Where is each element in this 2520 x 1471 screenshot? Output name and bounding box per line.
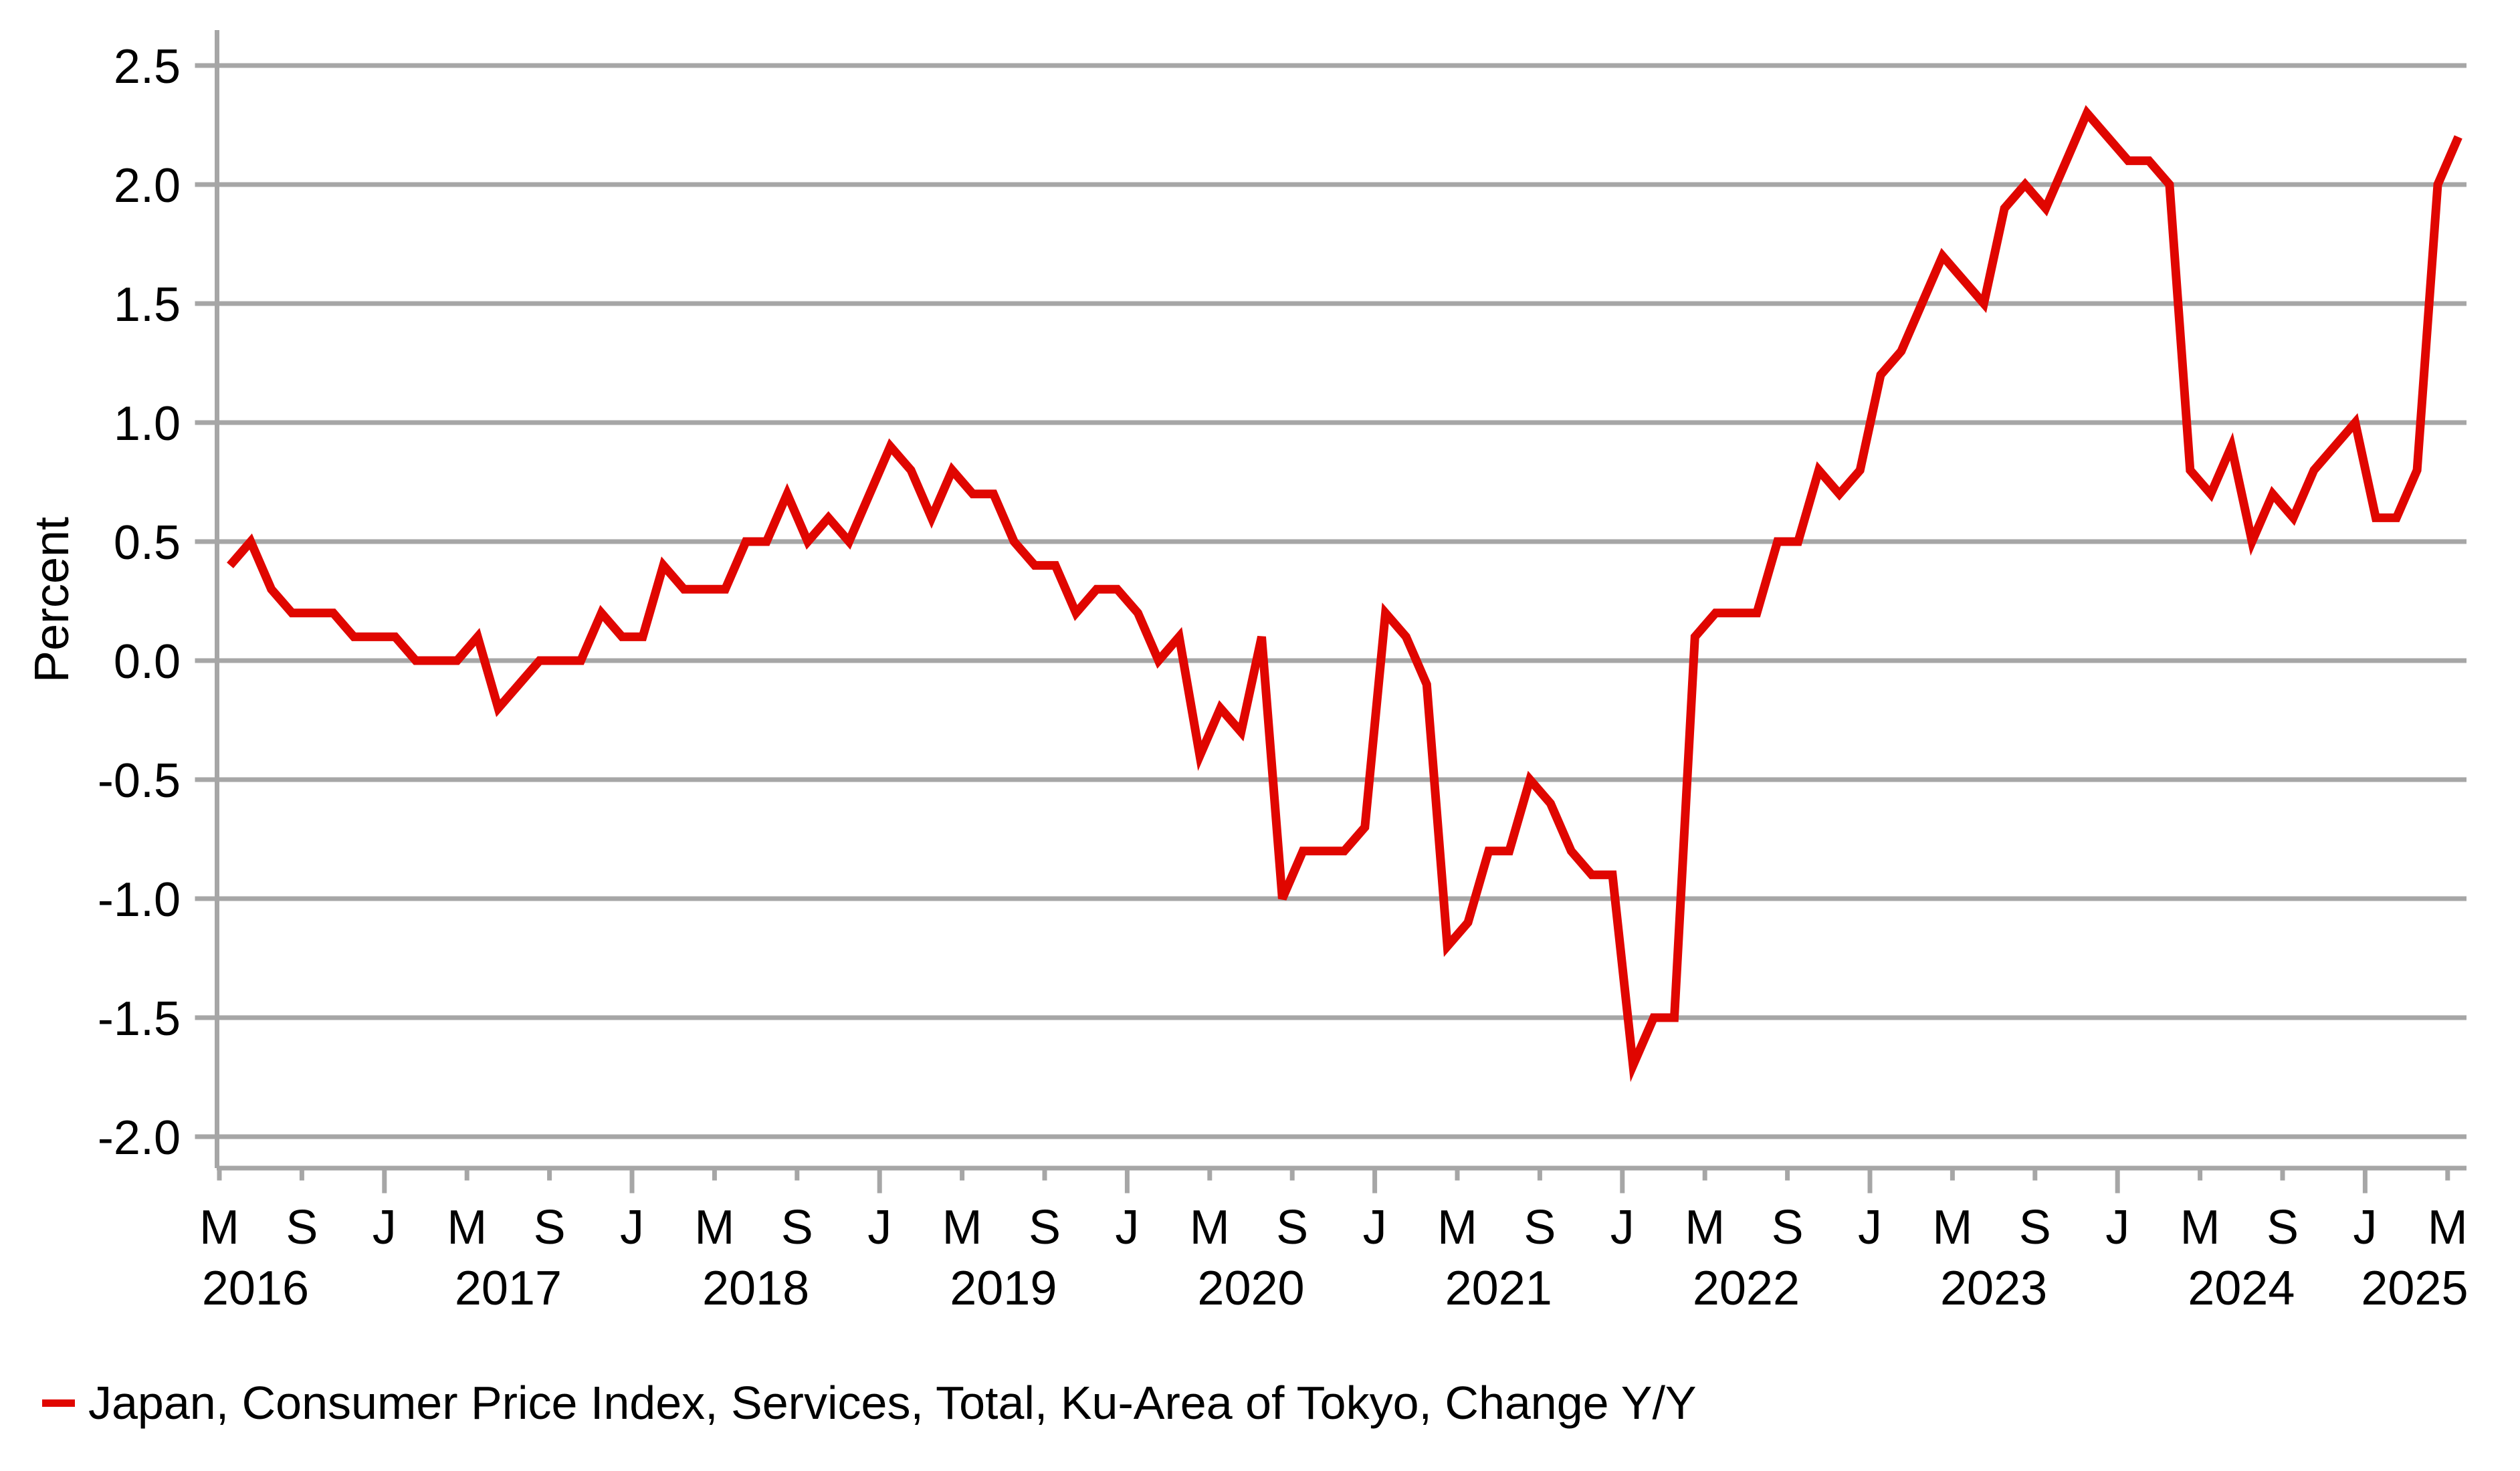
x-tick-label: M [1932, 1201, 1972, 1254]
y-tick-label: 1.5 [114, 278, 181, 332]
x-year-label: 2017 [455, 1262, 562, 1315]
x-tick-label: S [1276, 1201, 1308, 1254]
y-tick-label: -0.5 [98, 754, 181, 808]
y-tick-label: -1.0 [98, 873, 181, 927]
x-tick-label: J [1115, 1201, 1139, 1254]
x-tick-label: S [1772, 1201, 1804, 1254]
x-tick-label: S [1524, 1201, 1556, 1254]
x-year-label: 2021 [1445, 1262, 1552, 1315]
x-tick-label: J [2105, 1201, 2129, 1254]
y-tick-label: -2.0 [98, 1111, 181, 1165]
x-tick-label: S [2019, 1201, 2051, 1254]
x-year-label: 2020 [1197, 1262, 1304, 1315]
y-tick-label: -1.5 [98, 992, 181, 1046]
x-year-label: 2016 [202, 1262, 309, 1315]
x-year-label: 2018 [702, 1262, 809, 1315]
x-tick-label: J [1610, 1201, 1635, 1254]
y-tick-label: 1.0 [114, 397, 181, 451]
x-year-label: 2025 [2361, 1262, 2468, 1315]
x-tick-label: M [199, 1201, 239, 1254]
x-year-label: 2023 [1940, 1262, 2047, 1315]
x-tick-label: S [534, 1201, 566, 1254]
x-tick-label: S [1029, 1201, 1061, 1254]
cpi-series-line [227, 105, 2462, 1083]
x-tick-label: M [2180, 1201, 2220, 1254]
legend-series-label: Japan, Consumer Price Index, Services, T… [88, 1377, 1697, 1429]
x-tick-label: M [1685, 1201, 1725, 1254]
x-tick-label: J [373, 1201, 397, 1254]
y-tick-label: 2.5 [114, 40, 181, 94]
x-tick-label: M [1437, 1201, 1477, 1254]
legend-line-swatch [42, 1399, 75, 1407]
x-year-label: 2022 [1693, 1262, 1800, 1315]
y-tick-label: 0.0 [114, 635, 181, 689]
x-tick-label: S [781, 1201, 813, 1254]
x-tick-label: M [2428, 1201, 2468, 1254]
x-tick-label: M [447, 1201, 487, 1254]
x-tick-label: J [2353, 1201, 2377, 1254]
x-tick-label: S [286, 1201, 318, 1254]
x-tick-label: M [1190, 1201, 1230, 1254]
x-tick-label: J [1363, 1201, 1387, 1254]
x-tick-label: M [694, 1201, 734, 1254]
legend: Japan, Consumer Price Index, Services, T… [42, 1376, 1697, 1430]
x-tick-label: J [620, 1201, 644, 1254]
x-tick-label: S [2267, 1201, 2299, 1254]
x-year-label: 2019 [950, 1262, 1057, 1315]
plot-area: 2.52.01.51.00.50.0-0.5-1.0-1.5-2.0M S J M S J… [98, 30, 2469, 1315]
x-tick-label: J [867, 1201, 891, 1254]
x-tick-label: J [1858, 1201, 1882, 1254]
x-year-label: 2024 [2188, 1262, 2295, 1315]
x-tick-label: M [942, 1201, 982, 1254]
y-tick-label: 2.0 [114, 159, 181, 213]
y-tick-label: 0.5 [114, 516, 181, 570]
